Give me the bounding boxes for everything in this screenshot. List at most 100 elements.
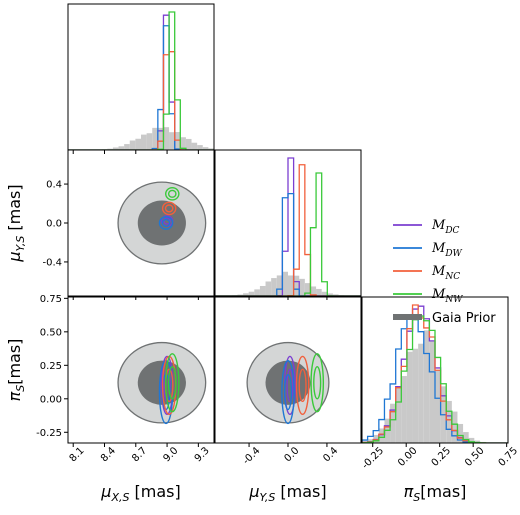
- hist-bar: [468, 437, 475, 443]
- hist-bar: [237, 294, 244, 296]
- hist-bar: [332, 294, 339, 296]
- contour-nc: [161, 201, 177, 216]
- hist-bar: [118, 146, 125, 150]
- hist-mu_x-dw: [68, 25, 214, 150]
- legend-label-dc: MDC: [431, 218, 460, 236]
- y-tick-label: 0.0: [46, 219, 62, 230]
- hist-bar: [457, 423, 464, 443]
- hist-mu_x-dc: [68, 14, 214, 150]
- panel-mu_y-mu_x: -0.4 0.0 0.4: [42, 149, 215, 300]
- axis-labels: μX,S [mas] μY,S [mas] πS[mas] μY,S [mas] πS[…: [5, 184, 466, 504]
- hist-bar: [169, 132, 175, 150]
- x-axis-label-pi: πS[mas]: [404, 482, 467, 504]
- y-axis-label-pi: πS[mas]: [5, 339, 27, 402]
- hist-bar: [293, 275, 300, 296]
- contour-dw: [158, 216, 174, 230]
- legend: MDC MDW MNC MNW Gaia Prior: [393, 218, 496, 326]
- x-tick-label: 0.25: [430, 445, 454, 469]
- hist-bar: [395, 386, 402, 443]
- hist-bar: [191, 142, 198, 150]
- hist-bar: [423, 330, 430, 443]
- panel-mu_x-mu_x: [67, 3, 215, 154]
- ticks: [72, 150, 199, 154]
- hist-bar: [271, 278, 277, 296]
- hist-bar: [406, 351, 413, 443]
- contour-nc: [298, 368, 307, 403]
- contour-nc: [295, 355, 310, 416]
- hist-bar: [208, 148, 214, 150]
- hist-bar: [451, 411, 458, 443]
- hist-bar: [446, 400, 452, 443]
- contour-dw: [161, 218, 171, 228]
- hist-bar: [435, 370, 441, 443]
- hist-bar: [321, 291, 328, 296]
- hist-bar: [135, 138, 141, 150]
- hist-bar: [418, 343, 424, 443]
- hist-bar: [378, 428, 385, 443]
- legend-label-gaia-prior: Gaia Prior: [432, 311, 496, 326]
- x-tick-label: 8.7: [130, 445, 149, 464]
- y-tick-label: 0.50: [40, 327, 62, 338]
- ticks: -0.4 0.0 0.4: [42, 180, 199, 300]
- y-tick-label: -0.4: [42, 257, 62, 268]
- panel-pi-mu_y: -0.4 0.0 0.4: [214, 296, 362, 467]
- contour-dw: [281, 360, 295, 425]
- contour-nw: [313, 365, 322, 400]
- hist-mu_y-nc: [215, 164, 361, 296]
- panel-mu_y-mu_y: [214, 149, 362, 300]
- x-tick-label: 0.00: [396, 445, 420, 469]
- y-tick-label: -0.25: [36, 428, 62, 439]
- hist-bar: [327, 293, 333, 296]
- hist-bar: [429, 340, 435, 443]
- x-tick-label: -0.25: [360, 445, 386, 471]
- contour-dc: [163, 217, 171, 225]
- legend-label-nc: MNC: [431, 264, 460, 282]
- x-tick-label: 9.0: [161, 445, 180, 464]
- contour-nw: [167, 189, 177, 198]
- hist-bar: [163, 127, 170, 150]
- contour-nw: [165, 186, 180, 201]
- x-tick-label: 9.3: [193, 445, 212, 464]
- hist-mu_y-dc: [215, 157, 361, 296]
- hist-bar: [129, 140, 136, 150]
- hist-bar: [288, 275, 294, 296]
- hist-bar: [276, 275, 283, 296]
- y-tick-label: 0.25: [40, 361, 62, 372]
- panel-frame: [67, 3, 215, 151]
- panel-pi-mu_x: 8.1 8.4 8.7 9.0 9.3 -0.25 0.00 0.25 0.50 0.75: [36, 294, 215, 464]
- contour-nw: [167, 365, 177, 400]
- x-axis-label-mu_x: μX,S [mas]: [100, 482, 181, 504]
- hist-bar: [248, 291, 255, 296]
- hist-mu_y-gaia-prior: [215, 271, 361, 296]
- hist-bar: [180, 137, 186, 150]
- contour-nc: [164, 204, 174, 213]
- hist-bar: [304, 283, 311, 296]
- panel-frame: [67, 296, 215, 444]
- hist-bar: [174, 132, 181, 150]
- y-tick-label: 0.75: [40, 294, 62, 305]
- hist-bar: [124, 144, 130, 150]
- x-tick-label: -0.4: [241, 445, 263, 467]
- x-tick-label: 0.75: [497, 445, 520, 469]
- hist-bar: [243, 293, 249, 296]
- hist-bar: [254, 289, 260, 296]
- hist-bar: [265, 281, 272, 296]
- panel-frame: [361, 296, 509, 444]
- legend-label-dw: MDW: [431, 241, 463, 259]
- hist-bar: [157, 127, 164, 150]
- contour-dc: [286, 368, 294, 403]
- ticks: -0.4 0.0 0.4: [241, 443, 340, 467]
- hist-bar: [463, 432, 469, 443]
- x-tick-label: 8.1: [68, 445, 87, 464]
- hist-bar: [316, 288, 322, 296]
- hist-bar: [197, 145, 203, 150]
- hist-mu_x-nw: [68, 11, 214, 150]
- hist-bar: [141, 134, 147, 150]
- hist-mu_x-gaia-prior: [68, 127, 214, 150]
- x-axis-label-mu_y: μY,S [mas]: [248, 482, 326, 504]
- hist-bar: [390, 403, 396, 443]
- hist-bar: [474, 440, 480, 443]
- x-tick-label: 0.50: [463, 445, 487, 469]
- hist-bar: [185, 138, 192, 150]
